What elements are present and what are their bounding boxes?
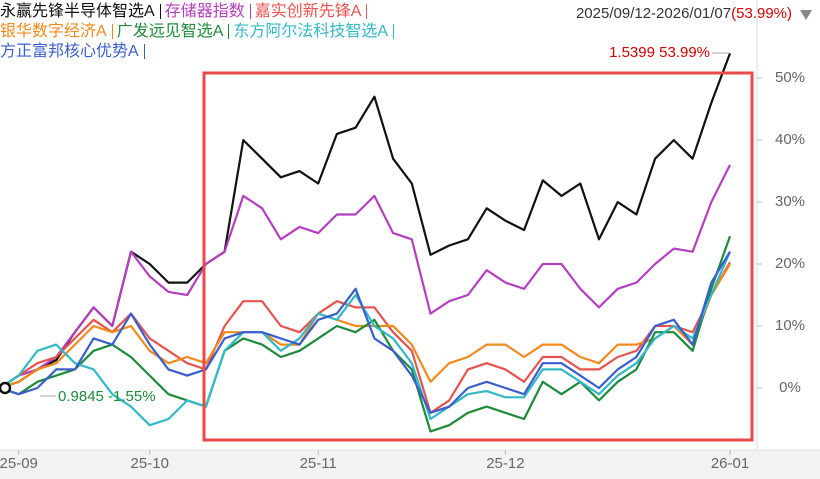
series-line [0,261,731,414]
annotation: 0.9845 -1.55% [58,388,156,405]
series-line [0,164,731,389]
legend: 永赢先锋半导体智选A 存储器指数 嘉实创新先锋A 银华数字经济A 广发远见智选A 东方阿尔… [0,2,500,62]
legend-item[interactable]: 东方阿尔法科技智选A [233,24,395,40]
x-tick-label: 25-09 [0,455,38,472]
y-tick-label: 10% [775,317,805,334]
x-tick-label: 25-12 [486,455,524,472]
x-tick-label: 25-11 [300,455,337,472]
legend-item[interactable]: 方正富邦核心优势A [0,44,145,60]
highlight-box [202,71,754,442]
dropdown-arrow[interactable] [800,10,812,20]
y-tick-label: 20% [775,255,805,272]
range-text: 2025/09/12-2026/01/07 [575,5,732,22]
range-change: (53.99%) [731,5,792,22]
y-tick-label: 30% [775,193,805,210]
series-line [0,53,732,390]
series-line [0,251,731,414]
y-tick-label: 0% [779,379,801,396]
date-range[interactable]: 2025/09/12-2026/01/07(53.99%) [576,5,792,22]
legend-item[interactable]: 广发远见智选A [117,24,230,40]
legend-item[interactable]: 存储器指数 [165,4,251,20]
legend-item[interactable]: 银华数字经济A [0,24,113,40]
x-tick-label: 26-01 [711,455,749,472]
series-line [0,235,732,433]
legend-item[interactable]: 永赢先锋半导体智选A [0,4,161,20]
x-tick-label: 25-10 [131,455,169,472]
start-marker [0,381,12,395]
plot [0,53,732,433]
legend-item[interactable]: 嘉实创新先锋A [255,4,368,20]
y-tick-label: 40% [775,131,805,148]
annotation: 1.5399 53.99% [609,44,710,61]
y-tick-label: 50% [775,69,805,86]
x-axis-band [0,450,820,479]
